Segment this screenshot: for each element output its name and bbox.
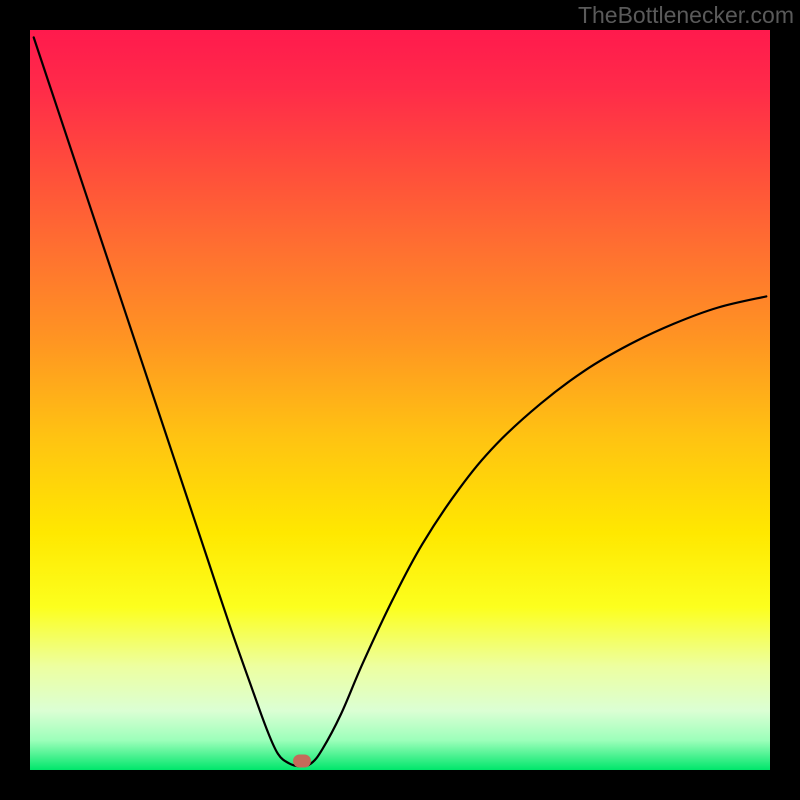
bottleneck-curve-path [34, 37, 767, 766]
plot-area [30, 30, 770, 770]
min-marker [293, 755, 311, 768]
curve-svg [30, 30, 770, 770]
chart-outer-frame: TheBottlenecker.com [0, 0, 800, 800]
watermark-text: TheBottlenecker.com [578, 2, 794, 29]
